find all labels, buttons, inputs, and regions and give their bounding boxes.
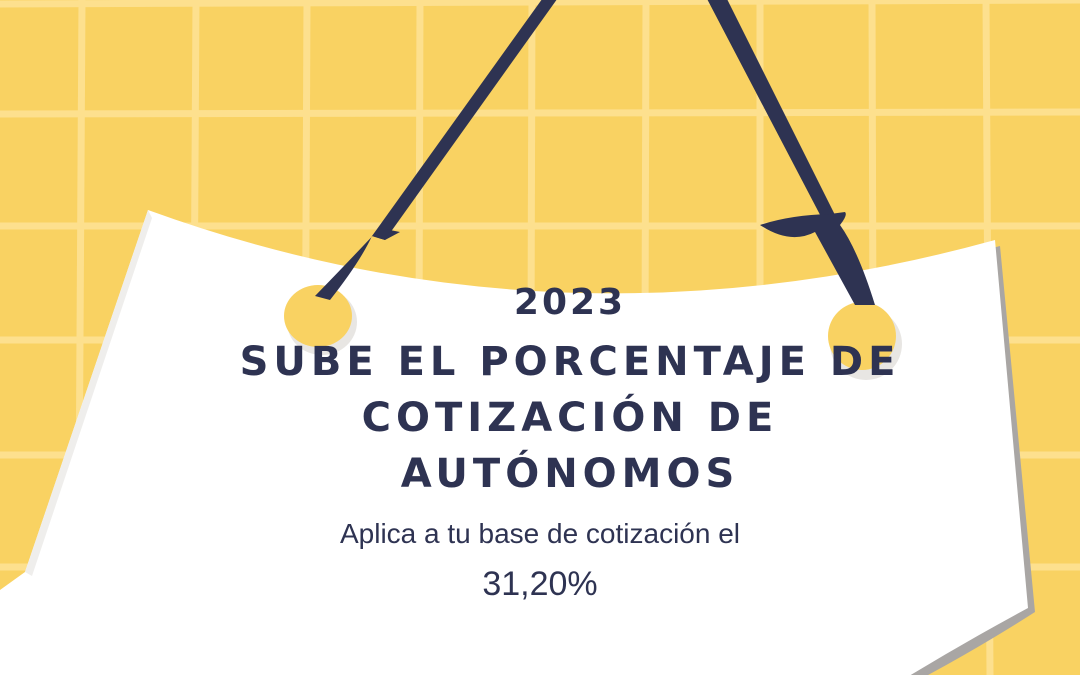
headline-line: AUTÓNOMOS xyxy=(400,451,740,497)
headline-line: COTIZACIÓN DE xyxy=(361,395,779,441)
sign-hole-left xyxy=(284,285,352,347)
ribbon-left xyxy=(372,0,557,240)
sign-year: 2023 xyxy=(513,282,627,323)
sign-hole-right xyxy=(828,302,896,370)
ribbon-right-knot xyxy=(760,212,875,305)
ribbon-right xyxy=(707,0,840,230)
headline-line: SUBE EL PORCENTAJE DE xyxy=(239,339,901,385)
sign-card xyxy=(0,210,1028,675)
ribbon-left-knot xyxy=(315,228,400,300)
sign-percentage: 31,20% xyxy=(482,565,598,603)
sign-headline: SUBE EL PORCENTAJE DE COTIZACIÓN DE AUTÓ… xyxy=(30,334,1080,502)
sign-subtitle: Aplica a tu base de cotización el xyxy=(339,518,741,549)
